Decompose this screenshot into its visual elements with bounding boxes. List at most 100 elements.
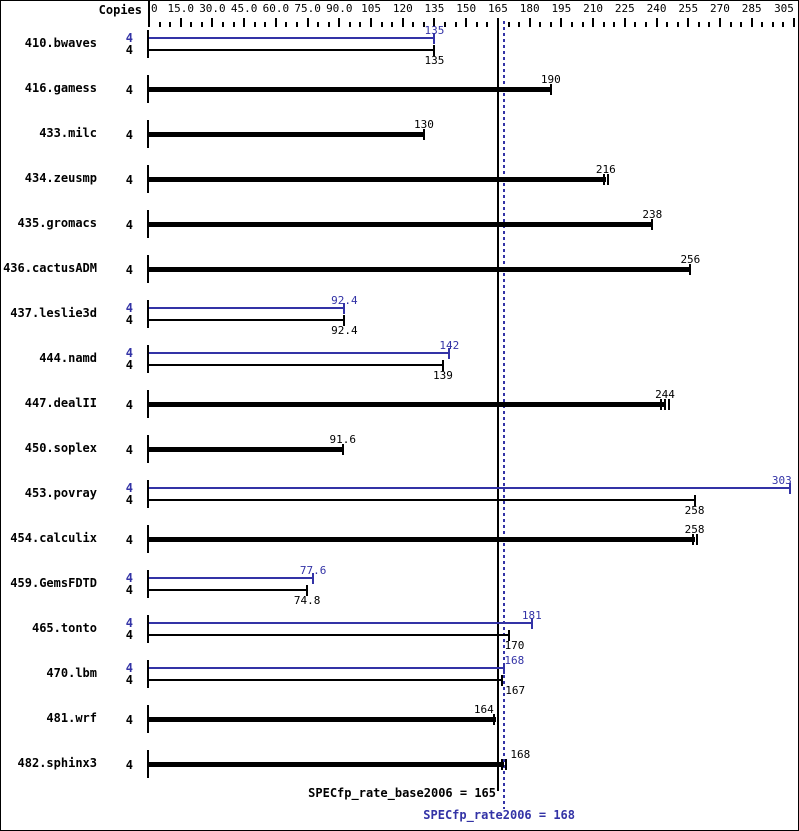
axis-minor-tick: [327, 22, 330, 27]
axis-minor-tick: [253, 22, 256, 27]
base-bar: [149, 762, 505, 767]
bar-end-tick: [507, 629, 510, 641]
axis-major-tick: [592, 18, 595, 27]
axis-minor-tick: [539, 22, 542, 27]
axis-major-tick: [718, 18, 721, 27]
axis-major-tick: [148, 18, 150, 27]
bar-end-tick: [448, 347, 451, 359]
base-bar: [149, 634, 509, 636]
bar-value-label: 92.4: [331, 324, 358, 337]
axis-minor-tick: [169, 22, 172, 27]
axis-tick-label: 120: [392, 2, 413, 15]
row-axis-stub: [147, 120, 149, 148]
axis-major-tick: [528, 18, 531, 27]
bar-end-tick: [422, 129, 425, 140]
bar-end-tick: [312, 572, 315, 584]
copies-count: 4: [125, 31, 133, 45]
axis-minor-tick: [380, 22, 383, 27]
bar-end-tick: [501, 674, 504, 686]
base-bar: [149, 319, 345, 321]
axis-major-tick: [401, 18, 404, 27]
axis-minor-tick: [676, 22, 679, 27]
bar-value-label: 216: [595, 163, 616, 176]
bar-value-label: 181: [521, 609, 542, 622]
benchmark-label: 470.lbm: [46, 666, 97, 680]
axis-tick-label: 150: [456, 2, 477, 15]
copies-count: 4: [125, 481, 133, 495]
copies-count: 4: [125, 628, 133, 642]
axis-tick-label: 255: [678, 2, 699, 15]
base-bar: [149, 222, 653, 227]
row-axis-stub: [147, 615, 149, 643]
axis-major-tick: [623, 18, 626, 27]
axis-tick-label: 75.0: [294, 2, 321, 15]
axis-minor-tick: [475, 22, 478, 27]
copies-count: 4: [125, 313, 133, 327]
bar-end-tick: [530, 617, 533, 629]
axis-major-tick: [370, 18, 373, 27]
row-axis-stub: [147, 30, 149, 58]
benchmark-label: 482.sphinx3: [17, 756, 97, 770]
bar-end-tick: [492, 714, 495, 725]
row-axis-stub: [147, 210, 149, 238]
copies-count: 4: [125, 616, 133, 630]
base-bar: [149, 267, 691, 272]
benchmark-label: 481.wrf: [46, 711, 97, 725]
bar-end-tick: [496, 714, 499, 725]
bar-value-label: 74.8: [293, 594, 321, 607]
copies-count: 4: [125, 532, 133, 547]
bar-end-tick: [606, 174, 609, 185]
copies-count: 4: [125, 262, 133, 277]
copies-count: 4: [125, 442, 133, 457]
base-bar: [149, 679, 503, 681]
benchmark-label: 453.povray: [24, 486, 97, 500]
row-axis-stub: [147, 570, 149, 598]
row-axis-stub: [147, 480, 149, 508]
bar-value-label: 258: [684, 523, 705, 536]
peak-bar: [149, 622, 532, 624]
row-axis-stub: [147, 345, 149, 373]
axis-major-tick: [560, 18, 563, 27]
bar-value-label: 170: [504, 639, 525, 652]
axis-minor-tick: [697, 22, 700, 27]
benchmark-label: 465.tonto: [31, 621, 97, 635]
axis-tick-label: 240: [646, 2, 667, 15]
copies-count: 4: [125, 127, 133, 142]
axis-tick-label: 30.0: [199, 2, 226, 15]
axis-minor-tick: [729, 22, 732, 27]
bar-value-label: 303: [771, 474, 792, 487]
benchmark-label: 436.cactusADM: [3, 261, 97, 275]
axis-major-tick: [465, 18, 468, 27]
base-bar: [149, 447, 343, 452]
bar-end-tick: [602, 174, 605, 185]
benchmark-label: 416.gamess: [24, 81, 97, 95]
axis-tick-label: 180: [519, 2, 540, 15]
axis-minor-tick: [200, 22, 203, 27]
row-axis-stub: [147, 300, 149, 328]
bar-value-label: 77.6: [299, 564, 327, 577]
copies-count: 4: [125, 493, 133, 507]
axis-major-tick: [338, 18, 341, 27]
row-axis-stub: [147, 705, 149, 733]
axis-major-tick: [243, 18, 246, 27]
axis-minor-tick: [486, 22, 489, 27]
bar-value-label: 238: [642, 208, 663, 221]
axis-minor-tick: [570, 22, 573, 27]
benchmark-label: 447.dealII: [24, 396, 97, 410]
axis-minor-tick: [602, 22, 605, 27]
peak-summary-label: SPECfp_rate2006 = 168: [423, 808, 575, 822]
benchmark-label: 454.calculix: [10, 531, 97, 545]
peak-bar: [149, 577, 314, 579]
bar-end-tick: [691, 534, 694, 545]
axis-minor-tick: [507, 22, 510, 27]
row-axis-stub: [147, 525, 149, 553]
axis-minor-tick: [348, 22, 351, 27]
axis-tick-label: 305: [774, 2, 794, 15]
copies-count: 4: [125, 583, 133, 597]
axis-major-tick: [433, 18, 436, 27]
bar-value-label: 256: [680, 253, 701, 266]
axis-minor-tick: [190, 22, 193, 27]
bar-value-label: 142: [439, 339, 460, 352]
axis-minor-tick: [232, 22, 235, 27]
axis-tick-label: 60.0: [262, 2, 290, 15]
